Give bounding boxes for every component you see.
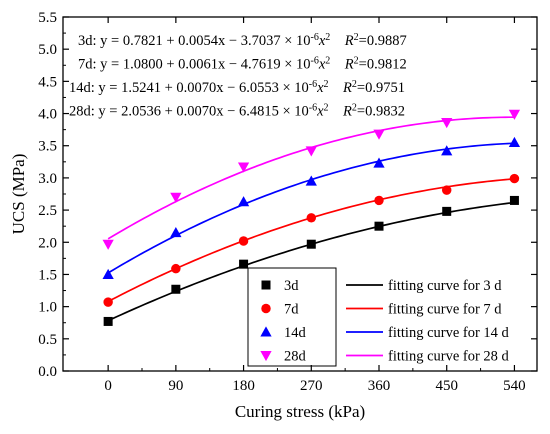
- data-point-28d: [508, 109, 521, 120]
- fit-equations: 3d: y = 0.7821 + 0.0054x − 3.7037 × 10-6…: [69, 32, 407, 120]
- y-tick-label: 3.5: [38, 139, 57, 155]
- legend-label-14d: 14d: [284, 325, 307, 341]
- fit-equation-7d: 7d: y = 1.0800 + 0.0061x − 4.7619 × 10-6…: [78, 55, 407, 73]
- y-tick-label: 4.5: [38, 74, 57, 90]
- y-tick-label: 1.0: [38, 300, 57, 316]
- x-tick-label: 450: [435, 378, 458, 394]
- x-tick-label: 180: [232, 378, 255, 394]
- legend-marker-3d: [261, 280, 271, 290]
- legend-fit-label-3d: fitting curve for 3 d: [388, 278, 502, 294]
- legend-fit-label-28d: fitting curve for 28 d: [388, 349, 510, 365]
- data-point-28d: [373, 129, 385, 140]
- axis-ticks: 0 90 180 270 360 450 540 0.0 0.5 1.0 1.5 2.0 2.5 3.0 3…: [38, 10, 537, 394]
- legend-marker-28d: [260, 351, 272, 362]
- legend-label-28d: 28d: [284, 349, 307, 365]
- data-point-14d: [102, 268, 114, 279]
- data-point-3d: [171, 284, 181, 294]
- data-point-3d: [239, 259, 249, 269]
- legend-markers-box: [247, 267, 337, 367]
- data-point-28d: [305, 146, 317, 157]
- data-point-28d: [170, 192, 182, 203]
- data-point-3d: [442, 206, 452, 216]
- data-point-7d: [306, 213, 317, 223]
- data-point-28d: [237, 162, 250, 173]
- data-point-3d: [374, 221, 384, 231]
- data-point-7d: [441, 185, 452, 195]
- y-tick-label: 2.5: [38, 203, 57, 219]
- y-tick-label: 1.5: [38, 267, 57, 283]
- data-point-7d: [238, 236, 249, 246]
- y-tick-label: 4.0: [38, 107, 57, 123]
- data-point-14d: [508, 136, 521, 148]
- data-point-14d: [170, 226, 182, 238]
- legend-marker-14d: [260, 326, 272, 337]
- y-axis-title: UCS (MPa): [9, 154, 28, 235]
- data-point-7d: [374, 195, 384, 206]
- legend-marker-7d: [261, 303, 271, 314]
- data-points: [102, 109, 521, 326]
- y-tick-label: 5.0: [38, 42, 57, 58]
- fit-equation-14d: 14d: y = 1.5241 + 0.0070x − 6.0553 × 10-…: [69, 79, 405, 97]
- fit-equation-28d: 28d: y = 2.0536 + 0.0070x − 6.4815 × 10-…: [69, 102, 405, 120]
- y-tick-label: 5.5: [38, 10, 57, 26]
- data-point-14d: [441, 145, 453, 156]
- data-point-3d: [509, 195, 519, 205]
- fit-equation-3d: 3d: y = 0.7821 + 0.0054x − 3.7037 × 10-6…: [78, 32, 407, 50]
- x-axis-title: Curing stress (kPa): [235, 402, 365, 421]
- y-tick-label: 3.0: [38, 171, 57, 187]
- x-tick-label: 270: [300, 378, 323, 394]
- data-point-7d: [171, 263, 181, 274]
- data-point-7d: [103, 297, 113, 307]
- data-point-14d: [373, 157, 385, 168]
- y-tick-label: 0.0: [38, 364, 57, 380]
- data-point-3d: [306, 239, 316, 249]
- x-tick-label: 540: [503, 378, 526, 394]
- data-point-14d: [305, 175, 317, 186]
- x-tick-label: 360: [368, 378, 391, 394]
- y-tick-label: 2.0: [38, 235, 57, 251]
- legend-fit-label-14d: fitting curve for 14 d: [388, 325, 510, 341]
- legend: 3d fitting curve for 3 d 7d fitting curve f…: [247, 267, 510, 367]
- data-point-28d: [102, 239, 114, 250]
- legend-label-7d: 7d: [284, 302, 299, 318]
- legend-fit-label-7d: fitting curve for 7 d: [388, 302, 502, 318]
- fit-curve-14d: [107, 142, 515, 274]
- x-tick-label: 90: [168, 378, 183, 394]
- data-point-14d: [237, 196, 250, 207]
- y-tick-label: 0.5: [38, 332, 57, 348]
- data-point-28d: [441, 118, 453, 129]
- data-point-3d: [103, 316, 113, 326]
- data-point-7d: [509, 173, 520, 184]
- legend-label-3d: 3d: [284, 278, 299, 294]
- x-tick-label: 0: [104, 378, 112, 394]
